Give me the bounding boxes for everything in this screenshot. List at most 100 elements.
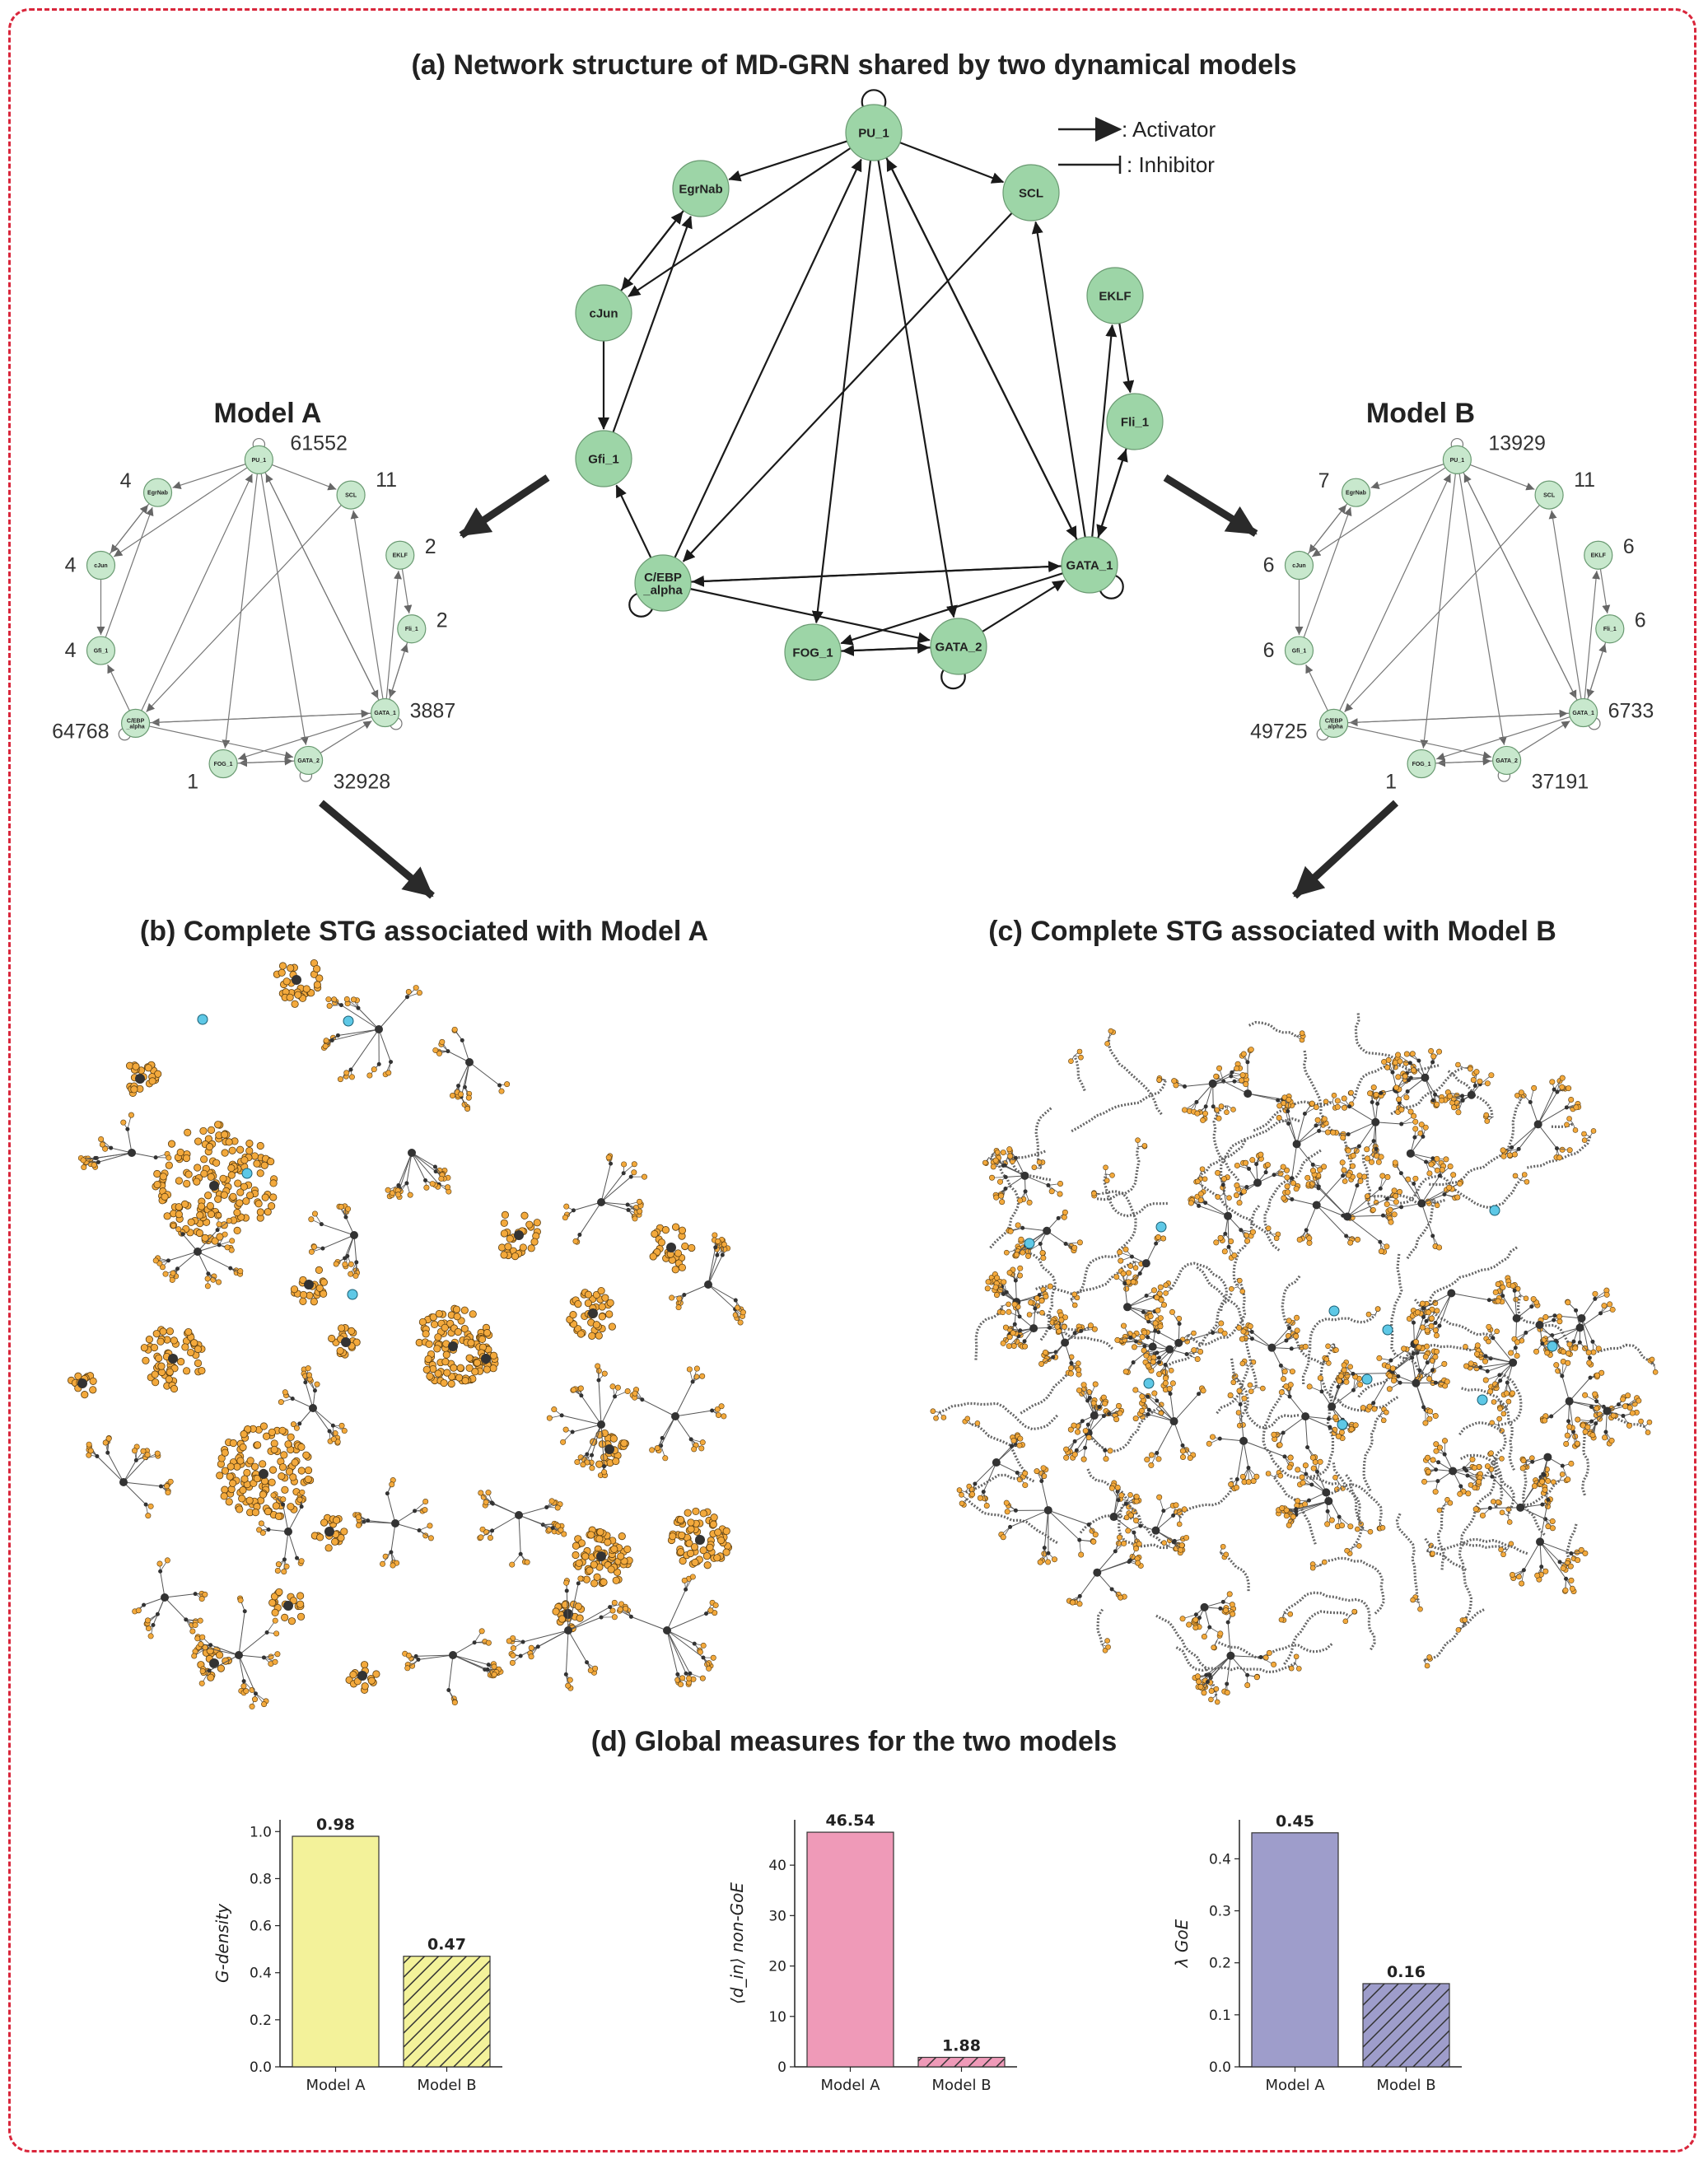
main-edge-GATA1-FOG xyxy=(840,572,1063,646)
model-b-node-label: SCL xyxy=(1543,493,1556,499)
stg-a-attractor xyxy=(343,1015,354,1027)
x-tick-label: Model A xyxy=(306,2077,366,2094)
model-b-node-label: EgrNab xyxy=(1346,491,1366,497)
model-a-count-egr: 4 xyxy=(120,469,132,492)
panel-b-title: (b) Complete STG associated with Model A xyxy=(139,916,709,947)
activator-legend-label: : Activator xyxy=(1122,117,1216,142)
model-a-edge-GFI-EGR xyxy=(105,506,154,638)
main-node-label: FOG_1 xyxy=(792,646,833,660)
stg-b-attractor xyxy=(1143,1378,1155,1389)
model-b-edge-GFI-EGR xyxy=(1303,506,1352,638)
y-tick-label: 0.1 xyxy=(1209,2008,1231,2024)
y-tick-label: 0.8 xyxy=(250,1871,272,1887)
y-axis-label: G-density xyxy=(212,1903,232,1983)
main-edge-PU-EGR xyxy=(728,140,847,182)
main-node-fog xyxy=(784,623,842,681)
stg-b-attractor xyxy=(1477,1394,1488,1406)
model-b-edge-GATA1-PU xyxy=(1463,473,1578,701)
model-a-edge-SCL-CEBP xyxy=(146,505,342,712)
model-a-edge-CEBP-PU xyxy=(141,473,253,711)
model-b-count-pu: 13929 xyxy=(1488,431,1546,455)
model-a-node-gata2 xyxy=(294,745,324,776)
main-node-label: GATA_2 xyxy=(936,640,982,654)
y-axis-label: ⟨d_in⟩ non-GoE xyxy=(727,1882,747,2004)
bar-model-a xyxy=(806,1831,894,2068)
model-a-node-label: EgrNab xyxy=(147,491,168,497)
model-a-node-label: PU_1 xyxy=(252,458,267,464)
model-a-node-label: _alpha xyxy=(126,725,145,730)
model-b-node-gata1 xyxy=(1569,697,1598,728)
model-b-node-label: C/EBP xyxy=(1325,718,1343,724)
main-node-gfi xyxy=(575,430,632,487)
y-tick-label: 0.4 xyxy=(250,1966,272,1982)
stg-model-b xyxy=(930,1013,1659,1705)
model-a-count-fog: 1 xyxy=(187,771,198,794)
model-b-edge-PU-EGR xyxy=(1370,464,1444,489)
arrow-model-a-to-stg xyxy=(319,800,435,899)
bar-model-b xyxy=(917,2056,1006,2068)
main-node-fli xyxy=(1106,393,1164,450)
model-b-count-gfi: 6 xyxy=(1263,639,1275,662)
main-edge-GATA2-GATA1 xyxy=(982,580,1066,632)
stg-b-attractor xyxy=(1337,1419,1348,1430)
model-b-edge-GATA2-GATA1 xyxy=(1518,721,1570,753)
model-b-node-cebp xyxy=(1318,708,1349,738)
main-node-egr xyxy=(672,160,730,217)
main-edge-CEBP-GATA2 xyxy=(690,588,931,644)
x-tick-label: Model A xyxy=(820,2077,880,2094)
main-edge-SCL-CEBP xyxy=(682,212,1013,562)
model-b-count-gata2: 37191 xyxy=(1532,770,1589,793)
model-b-node-cjun xyxy=(1284,550,1314,581)
g-density-chart: 0.0 0.2 0.4 0.6 0.8 1.0 0.98 Model A 0.47 Model B… xyxy=(212,1816,502,2094)
lambda-goe-chart: 0.0 0.1 0.2 0.3 0.4 0.45 Model A 0.16 Model B λ G… xyxy=(1172,1812,1462,2094)
bar-value-label: 46.54 xyxy=(825,1812,875,1830)
model-b-node-eklf xyxy=(1584,540,1613,570)
model-b-count-cjun: 6 xyxy=(1263,554,1275,577)
y-tick-label: 0.2 xyxy=(1209,1956,1231,1972)
panel-d-title: (d) Global measures for the two models xyxy=(590,1726,1118,1757)
main-edge-CJUN-EGR xyxy=(620,211,684,291)
main-node-eklf xyxy=(1086,267,1144,324)
model-b-network: PU_1 EgrNab SCL cJun EKLF Gfi_1 Fli_1 C/EBP_alp… xyxy=(1250,431,1654,793)
y-tick-label: 0 xyxy=(777,2059,786,2076)
model-b-node-label: Gfi_1 xyxy=(1292,648,1307,654)
figure-frame xyxy=(8,8,1696,2152)
model-a-node-fog xyxy=(208,749,238,779)
model-a-node-fli xyxy=(397,614,427,644)
y-tick-label: 30 xyxy=(768,1908,786,1924)
main-node-label: EKLF xyxy=(1099,289,1131,303)
model-a-count-cebp: 64768 xyxy=(52,720,110,743)
model-b-node-gata2 xyxy=(1492,745,1522,776)
main-node-label: _alpha xyxy=(642,584,683,598)
model-a-node-gata1 xyxy=(371,697,400,728)
model-a-count-cjun: 4 xyxy=(65,554,77,577)
panel-a-title: (a) Network structure of MD-GRN shared b… xyxy=(411,49,1297,81)
bar-value-label: 0.47 xyxy=(427,1936,466,1954)
model-a-node-eklf xyxy=(385,540,415,570)
panel-c-title: (c) Complete STG associated with Model B xyxy=(988,916,1556,947)
model-b-count-scl: 11 xyxy=(1574,469,1595,492)
stg-b-attractor xyxy=(1155,1221,1167,1233)
stg-b-graph xyxy=(930,1013,1659,1705)
model-a-node-cjun xyxy=(86,550,116,581)
model-a-edge-GATA1-FOG xyxy=(238,716,372,761)
x-tick-label: Model B xyxy=(417,2077,476,2094)
model-b-node-pu xyxy=(1442,445,1472,474)
main-edge-PU-SCL xyxy=(899,142,1005,184)
x-tick-label: Model B xyxy=(1376,2077,1435,2094)
model-a-count-scl: 11 xyxy=(376,469,397,492)
y-tick-label: 0.6 xyxy=(250,1919,272,1935)
model-b-node-label: PU_1 xyxy=(1450,458,1465,464)
arrow-network-to-model-a xyxy=(459,474,550,539)
main-network-graph: PU_1 EgrNab SCL cJun EKLF Gfi_1 Fli_1 C/EBP_alp… xyxy=(575,89,1164,690)
bar-model-a xyxy=(1251,1832,1339,2068)
model-a-node-egr xyxy=(142,478,173,507)
main-node-cebp xyxy=(634,554,692,612)
model-b-edge-FOG-GATA2 xyxy=(1435,757,1491,766)
stg-a-graph xyxy=(67,958,746,1709)
model-a-edge-CEBP-GATA2 xyxy=(149,725,294,760)
main-edge-CEBP-GFI xyxy=(615,484,652,558)
connector-arrows xyxy=(319,474,1399,899)
model-b-node-label: GATA_2 xyxy=(1496,758,1518,764)
model-b-node-label: GATA_1 xyxy=(1572,711,1594,716)
